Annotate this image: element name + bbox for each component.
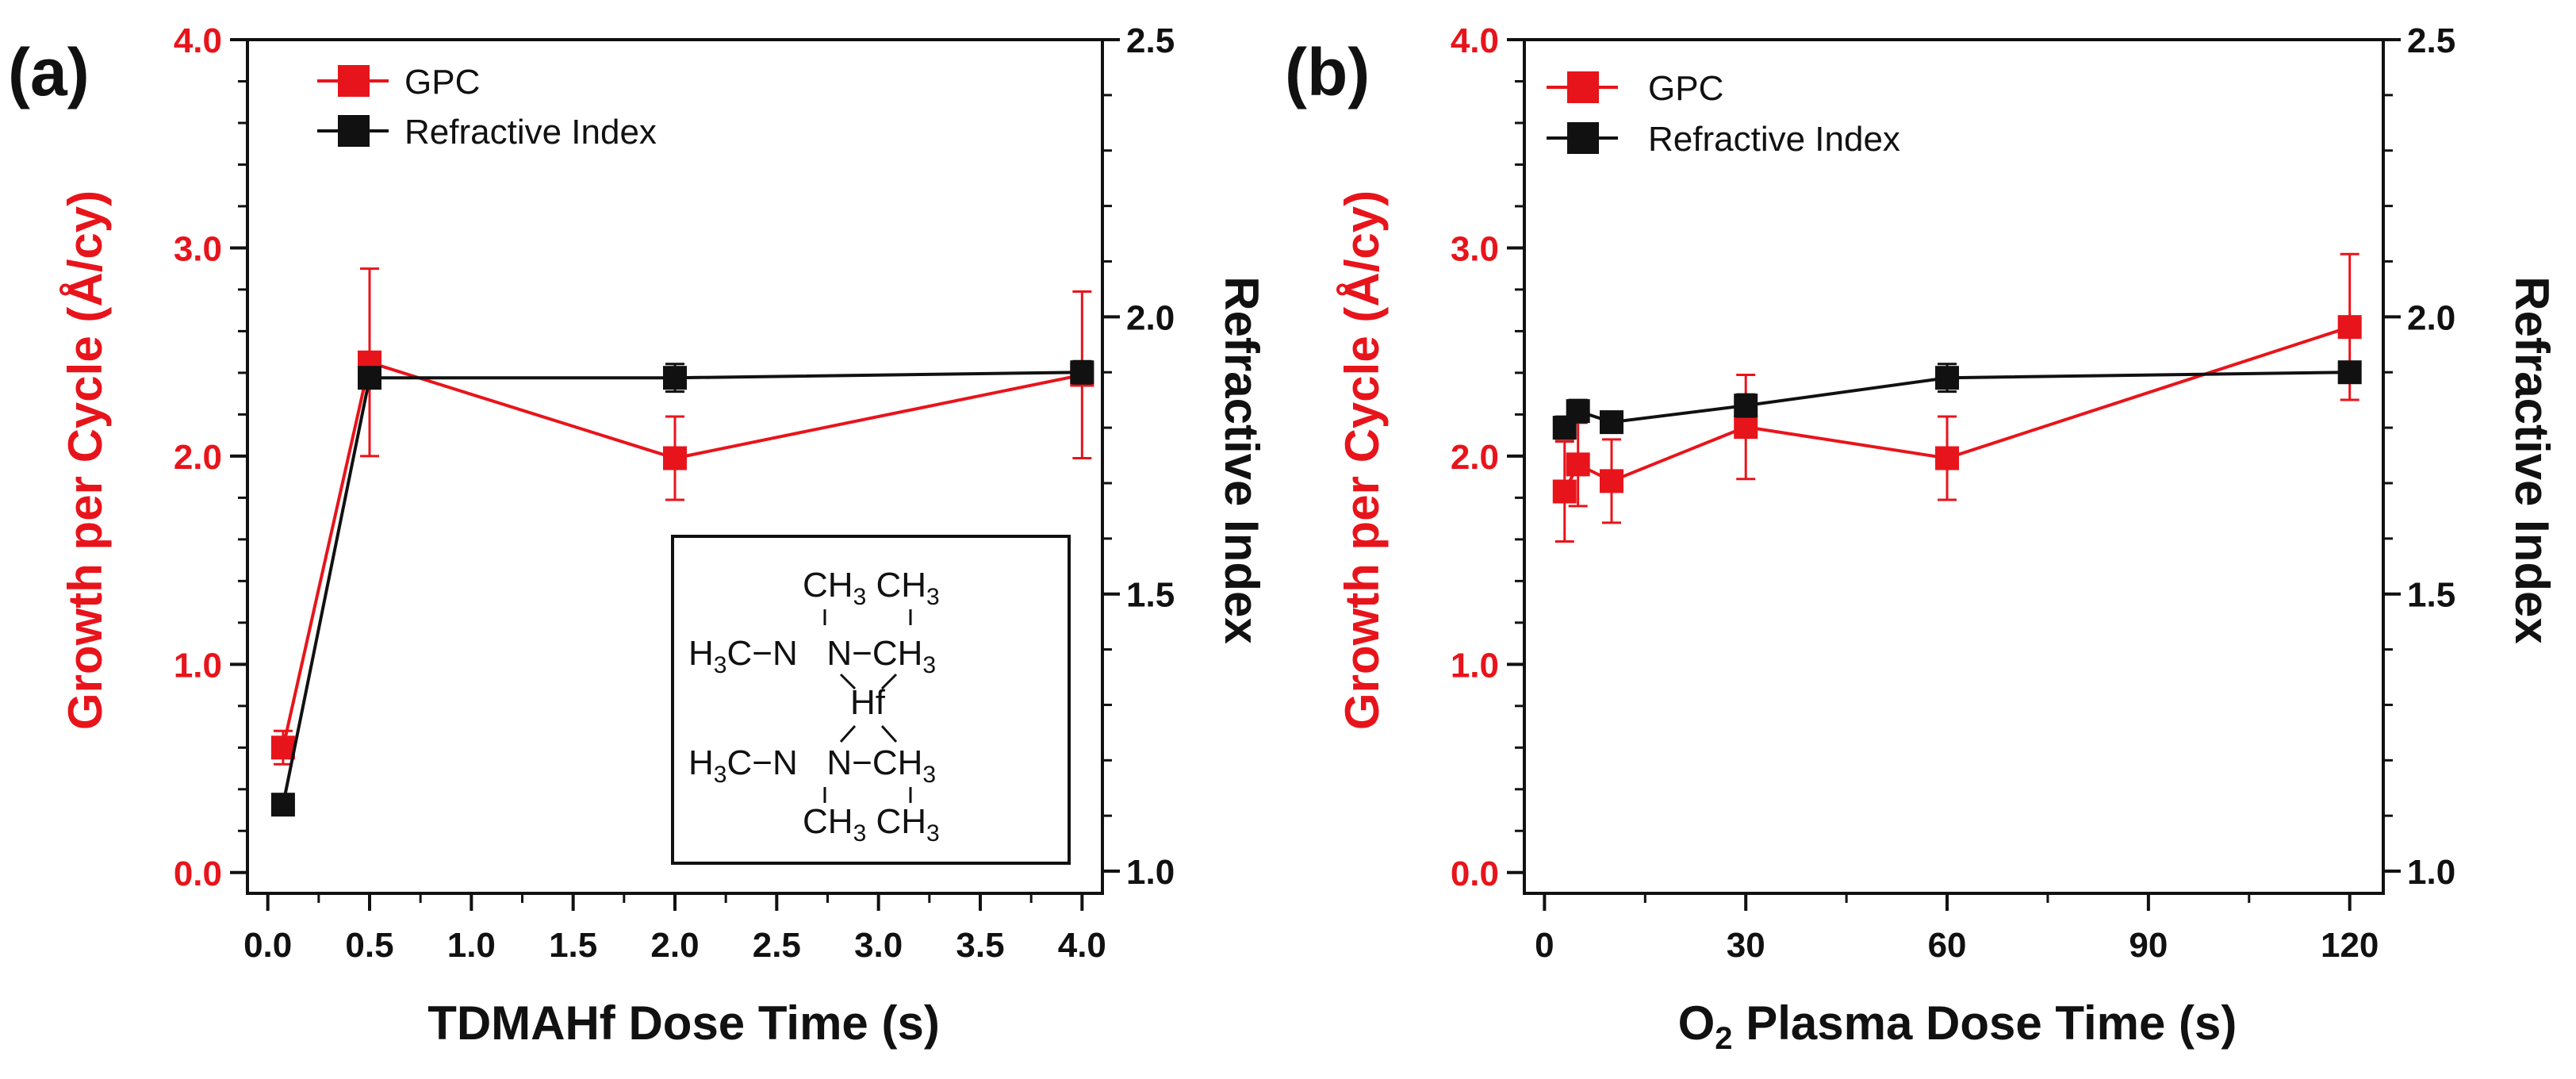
y-left-tick-label: 1.0 — [1451, 646, 1499, 685]
gpc-point — [1935, 446, 1960, 470]
panel-b-plot-frame — [1523, 38, 2385, 895]
x-tick-label: 1.0 — [447, 926, 496, 965]
refractive-index-point — [1599, 410, 1623, 435]
x-tick-label: 120 — [2321, 926, 2379, 965]
gpc-point — [1552, 479, 1577, 504]
y-left-tick-label: 0.0 — [1451, 854, 1499, 893]
refractive-index-point — [1566, 399, 1590, 424]
y-left-tick-label: 3.0 — [174, 229, 222, 268]
y-left-tick-label: 0.0 — [174, 854, 222, 893]
legend-ri-marker — [338, 115, 370, 147]
legend-gpc-label: GPC — [1648, 69, 1723, 108]
inset-hf: Hf — [850, 683, 886, 722]
y-right-tick-label: 1.0 — [1126, 853, 1175, 892]
legend-ri-label: Refractive Index — [404, 113, 657, 152]
refractive-index-point — [358, 366, 381, 390]
panel-a-data — [270, 267, 1094, 817]
inset-row-1: CH3 CH3 — [803, 566, 940, 610]
x-tick-label: 1.5 — [549, 926, 597, 965]
x-tick-label: 90 — [2129, 926, 2168, 965]
gpc-line — [281, 360, 1083, 748]
y-left-tick-label: 3.0 — [1451, 229, 1499, 268]
panel-b-y-left-title: Growth per Cycle (Å/cy) — [1336, 190, 1389, 730]
y-right-tick-label: 1.5 — [2407, 576, 2455, 615]
y-right-tick-label: 2.0 — [1126, 298, 1175, 337]
panel-b: (b) 0 30 60 90 120 0.0 1.0 2.0 3.0 4.0 1.0 1.5 2.0 2.… — [1285, 21, 2559, 1056]
x-tick-label: 0.0 — [243, 926, 292, 965]
refractive-index-line — [281, 371, 1083, 805]
x-tick-label: 60 — [1928, 926, 1967, 965]
refractive-index-point — [2337, 360, 2362, 385]
gpc-point — [1566, 452, 1590, 477]
y-left-tick-label: 4.0 — [174, 21, 222, 60]
panel-a: (a) 0.0 0.5 1.0 1.5 2.0 2.5 3.0 3.5 4.0 0.0 1.0 2.0… — [8, 21, 1268, 1050]
inset-bond — [880, 724, 898, 743]
gpc-point — [1734, 415, 1758, 440]
inset-row-4: H3C−N N−CH3 — [688, 743, 936, 788]
tdmahf-structure-inset: CH3 CH3 H3C−N N−CH3 Hf H3C−N N−CH3 CH3 C… — [671, 535, 1071, 865]
refractive-index-point — [1070, 360, 1094, 385]
refractive-index-point — [270, 793, 295, 817]
y-left-tick-label: 2.0 — [1451, 438, 1499, 477]
legend-ri-label: Refractive Index — [1648, 120, 1900, 159]
panel-a-legend: GPC Refractive Index — [317, 63, 657, 152]
x-tick-label: 0 — [1535, 926, 1554, 965]
inset-row-2: H3C−N N−CH3 — [688, 634, 936, 678]
x-tick-label: 2.5 — [753, 926, 801, 965]
inset-frame — [671, 535, 1071, 865]
panel-a-label: (a) — [8, 35, 90, 109]
x-tick-label: 3.5 — [956, 926, 1004, 965]
y-right-tick-label: 2.0 — [2407, 298, 2455, 337]
legend-gpc-marker — [338, 65, 370, 97]
gpc-point — [2337, 315, 2362, 340]
panel-b-legend: GPC Refractive Index — [1547, 69, 1900, 159]
panel-a-y-left-title: Growth per Cycle (Å/cy) — [59, 190, 112, 730]
legend-gpc-marker — [1567, 71, 1599, 103]
inset-row-5: CH3 CH3 — [803, 802, 940, 847]
panel-b-data — [1552, 252, 2362, 543]
x-tick-label: 0.5 — [345, 926, 393, 965]
legend-gpc-label: GPC — [404, 63, 480, 102]
inset-bond — [880, 673, 898, 690]
refractive-index-point — [1734, 394, 1758, 418]
panel-a-y-right-title: Refractive Index — [1215, 276, 1268, 644]
panel-b-ticks: 0 30 60 90 120 0.0 1.0 2.0 3.0 4.0 1.0 1.5 2.0 2.5 — [1451, 21, 2455, 965]
x-tick-label: 3.0 — [854, 926, 903, 965]
inset-bond — [839, 724, 857, 743]
y-right-tick-label: 2.5 — [2407, 21, 2455, 60]
y-right-tick-label: 1.0 — [2407, 853, 2455, 892]
y-right-tick-label: 1.5 — [1126, 576, 1175, 615]
panel-b-label: (b) — [1285, 35, 1370, 109]
inset-bond — [839, 673, 857, 690]
panel-a-ticks: 0.0 0.5 1.0 1.5 2.0 2.5 3.0 3.5 4.0 0.0 1.0 2.0 3.0 4… — [174, 21, 1175, 965]
refractive-index-point — [663, 366, 687, 390]
y-left-tick-label: 1.0 — [174, 646, 222, 685]
gpc-point — [663, 446, 687, 470]
gpc-point — [270, 735, 295, 760]
x-tick-label: 2.0 — [650, 926, 699, 965]
y-left-tick-label: 2.0 — [174, 438, 222, 477]
panel-b-y-right-title: Refractive Index — [2505, 276, 2559, 644]
x-tick-label: 30 — [1727, 926, 1765, 965]
panel-b-x-title: O2 Plasma Dose Time (s) — [1678, 996, 2237, 1056]
panel-a-x-title: TDMAHf Dose Time (s) — [427, 996, 940, 1050]
y-right-tick-label: 2.5 — [1126, 21, 1175, 60]
refractive-index-point — [1935, 366, 1960, 390]
gpc-point — [1599, 469, 1623, 493]
x-tick-label: 4.0 — [1058, 926, 1106, 965]
y-left-tick-label: 4.0 — [1451, 21, 1499, 60]
legend-ri-marker — [1567, 122, 1599, 154]
